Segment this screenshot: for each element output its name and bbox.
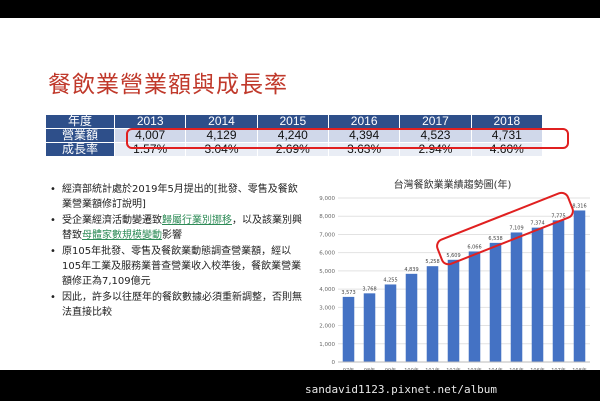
data-label: 6,066 — [467, 244, 481, 250]
y-tick-label: 6,000 — [319, 251, 335, 257]
year-cell: 2015 — [256, 114, 329, 129]
bullet-list: 經濟部統計處於2019年5月提出的[批發、零售及餐飲業營業額修訂說明] 受企業經… — [50, 182, 305, 321]
table-row-growth: 成長率 1.57% 3.04% 2.69% 3.63% 2.94% 4.60% — [45, 142, 544, 157]
chart-canvas: 0 1,000 2,000 3,000 4,000 5,000 6,000 7,000 8,00… — [319, 191, 590, 370]
bar — [405, 273, 418, 362]
year-cell: 2016 — [327, 114, 401, 129]
data-label: 5,258 — [425, 259, 439, 265]
revenue-trend-chart: 台灣餐飲業業績趨勢圖(年) 0 1,000 2,000 3,000 4,000 5,000… — [310, 176, 595, 370]
bullet-item: 受企業經濟活動變遷致歸屬行業別挪移，以及該業別興替致母體家數規模變動影響 — [50, 213, 305, 243]
revenue-row-label: 營業額 — [45, 128, 115, 143]
x-tick-label: 102年 — [446, 367, 461, 370]
slide-title: 餐飲業營業額與成長率 — [48, 72, 288, 98]
growth-cell: 3.63% — [327, 142, 401, 157]
revenue-cell: 4,007 — [113, 128, 187, 143]
year-cell: 2017 — [399, 114, 472, 129]
bar — [447, 259, 460, 362]
y-tick-label: 9,000 — [319, 196, 335, 202]
chart-title: 台灣餐飲業業績趨勢圖(年) — [393, 180, 512, 191]
year-cell: 2013 — [113, 114, 187, 129]
y-tick-label: 4,000 — [319, 287, 335, 293]
growth-cell: 2.69% — [256, 142, 329, 157]
bullet-text: ，以及該業別興替致 — [62, 215, 302, 241]
bullet-item: 原105年批發、零售及餐飲業動態調查營業額，經以105年工業及服務業普查營業收入… — [50, 244, 305, 289]
bar — [363, 293, 376, 362]
bar — [510, 232, 523, 362]
data-label: 7,775 — [551, 213, 565, 219]
trend-highlight-outline — [436, 191, 574, 266]
bullet-text: 原105年批發、零售及餐飲業動態調查營業額，經以105年工業及服務業普查營業收入… — [62, 246, 302, 287]
revenue-growth-table: 年度 2013 2014 2015 2016 2017 2018 營業額 4,0… — [45, 114, 544, 157]
growth-row-label: 成長率 — [45, 142, 115, 157]
y-tick-label: 5,000 — [319, 269, 335, 275]
x-tick-label: 104年 — [488, 367, 503, 370]
x-tick-label: 108年 — [572, 367, 587, 370]
x-tick-label: 97年 — [343, 367, 354, 370]
data-label: 6,538 — [488, 236, 502, 242]
bar — [573, 210, 586, 362]
data-label: 4,255 — [383, 277, 397, 283]
y-tick-label: 2,000 — [319, 324, 335, 330]
revenue-cell: 4,240 — [256, 128, 329, 143]
data-label: 8,316 — [572, 203, 586, 209]
year-cell: 2018 — [470, 114, 544, 129]
revenue-highlight-outline — [126, 128, 569, 149]
x-tick-label: 99年 — [385, 367, 396, 370]
x-tick-label: 101年 — [425, 367, 440, 370]
bar — [468, 251, 481, 362]
bullet-text: 因此，許多以往歷年的餐飲數據必須重新調整，否則無法直接比較 — [62, 292, 302, 318]
x-tick-label: 106年 — [530, 367, 545, 370]
bullet-item: 經濟部統計處於2019年5月提出的[批發、零售及餐飲業營業額修訂說明] — [50, 182, 305, 212]
data-label: 4,839 — [404, 267, 418, 273]
data-label: 3,573 — [341, 290, 355, 296]
bullet-item: 因此，許多以往歷年的餐飲數據必須重新調整，否則無法直接比較 — [50, 290, 305, 320]
growth-cell: 4.60% — [470, 142, 544, 157]
bullet-text: 經濟部統計處於2019年5月提出的[批發、零售及餐飲業營業額修訂說明] — [62, 184, 298, 210]
x-tick-label: 103年 — [467, 367, 482, 370]
data-label: 5,609 — [446, 253, 460, 259]
bullet-highlight-text: 母體家數規模變動 — [82, 230, 162, 241]
y-tick-label: 7,000 — [319, 232, 335, 238]
bar — [342, 296, 355, 362]
year-header-label: 年度 — [45, 114, 115, 129]
growth-cell: 1.57% — [113, 142, 187, 157]
year-cell: 2014 — [185, 114, 258, 129]
x-tick-label: 105年 — [509, 367, 524, 370]
y-tick-label: 3,000 — [319, 305, 335, 311]
bar — [384, 284, 397, 362]
growth-cell: 2.94% — [399, 142, 472, 157]
bar — [426, 266, 439, 362]
data-label: 7,374 — [530, 221, 544, 227]
bullet-highlight-text: 歸屬行業別挪移 — [162, 215, 232, 226]
bullet-text: 受企業經濟活動變遷致 — [62, 215, 162, 226]
watermark-text: sandavid1123.pixnet.net/album — [305, 383, 498, 396]
data-label: 3,768 — [362, 286, 376, 292]
bar — [531, 227, 544, 362]
y-tick-label: 0 — [332, 360, 336, 366]
y-tick-label: 1,000 — [319, 342, 335, 348]
bullet-text: 影響 — [162, 230, 182, 241]
bar — [489, 242, 502, 362]
growth-cell: 3.04% — [185, 142, 258, 157]
data-label: 7,109 — [509, 225, 523, 231]
x-tick-label: 107年 — [551, 367, 566, 370]
x-tick-label: 100年 — [404, 367, 419, 370]
table-row-year: 年度 2013 2014 2015 2016 2017 2018 — [45, 114, 544, 129]
bar — [552, 220, 565, 362]
y-tick-label: 8,000 — [319, 214, 335, 220]
presentation-slide: 餐飲業營業額與成長率 年度 2013 2014 2015 2016 2017 2… — [0, 18, 600, 370]
x-tick-label: 98年 — [364, 367, 375, 370]
